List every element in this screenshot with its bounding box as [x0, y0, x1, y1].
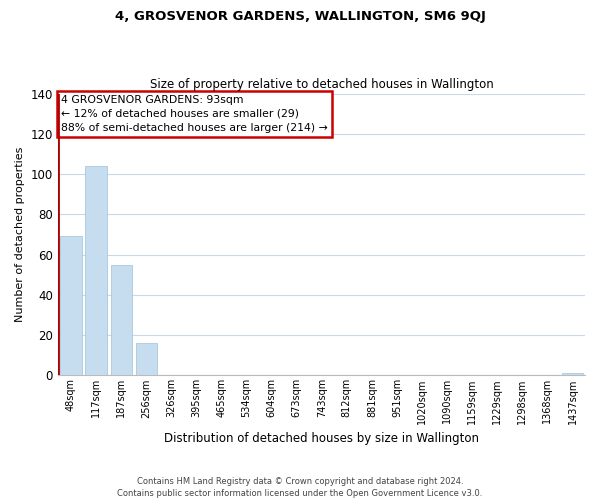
Bar — [85, 166, 107, 376]
Title: Size of property relative to detached houses in Wallington: Size of property relative to detached ho… — [150, 78, 494, 91]
Bar — [61, 236, 82, 376]
Text: Contains HM Land Registry data © Crown copyright and database right 2024.
Contai: Contains HM Land Registry data © Crown c… — [118, 476, 482, 498]
Bar — [110, 264, 132, 376]
X-axis label: Distribution of detached houses by size in Wallington: Distribution of detached houses by size … — [164, 432, 479, 445]
Y-axis label: Number of detached properties: Number of detached properties — [15, 147, 25, 322]
Bar — [136, 343, 157, 376]
Text: 4 GROSVENOR GARDENS: 93sqm
← 12% of detached houses are smaller (29)
88% of semi: 4 GROSVENOR GARDENS: 93sqm ← 12% of deta… — [61, 95, 328, 133]
Text: 4, GROSVENOR GARDENS, WALLINGTON, SM6 9QJ: 4, GROSVENOR GARDENS, WALLINGTON, SM6 9Q… — [115, 10, 485, 23]
Bar — [562, 374, 583, 376]
